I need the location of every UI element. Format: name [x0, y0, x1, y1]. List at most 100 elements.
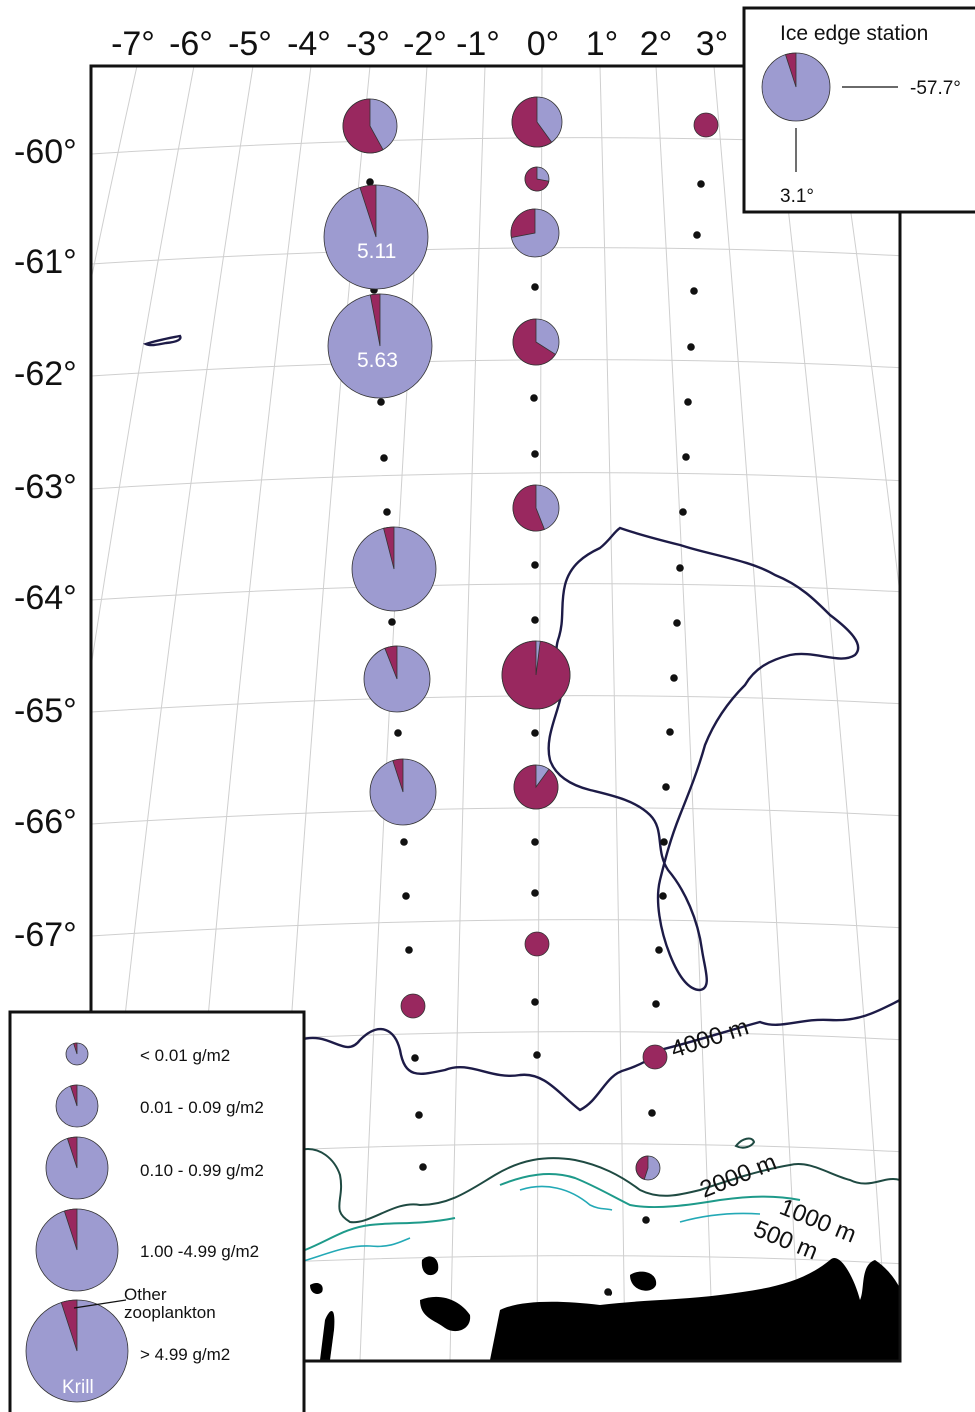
station-pie [351, 526, 437, 612]
pie-other-slice [66, 1136, 78, 1169]
inset-lat-value: -57.7° [910, 78, 961, 99]
longitude-tick-label: -3° [346, 25, 390, 63]
other-zooplankton-leader [73, 1299, 127, 1309]
station-dot [660, 838, 668, 846]
legend-other-label-1: Other [124, 1285, 167, 1304]
station-pie [513, 764, 559, 810]
map-area: 4000 m 2000 m 1000 m 500 m 5.11 5.63 [91, 66, 900, 1361]
contour-label-4000m: 4000 m [668, 1013, 752, 1063]
legend-krill-label: Krill [62, 1377, 94, 1398]
pie-other-slice [512, 484, 545, 532]
pie-other-slice [524, 166, 550, 192]
legend-class-4: 1.00 -4.99 g/m2 [140, 1242, 259, 1261]
contour-500m [299, 1185, 761, 1263]
station-dot [419, 1163, 427, 1171]
station-dot [531, 889, 539, 897]
station-dot [366, 178, 374, 186]
legend-pie [65, 1042, 89, 1066]
longitude-tick-label: 2° [640, 25, 673, 63]
legend-class-2: 0.01 - 0.09 g/m2 [140, 1098, 264, 1117]
pie-value-label-5-11: 5.11 [357, 240, 396, 263]
station-dot [531, 838, 539, 846]
station-pie [524, 166, 550, 192]
station-dot [394, 729, 402, 737]
legend-pies [25, 1042, 129, 1403]
legend-pie [35, 1208, 119, 1292]
station-dot [533, 1051, 541, 1059]
pie-other-slice [642, 1044, 668, 1070]
parallel-line [91, 472, 900, 490]
station-dot [659, 892, 667, 900]
legend-pie [55, 1084, 99, 1128]
ice-edge-station-inset: Ice edge station -57.7° 3.1° [742, 6, 975, 214]
inset-station-pie [761, 52, 831, 122]
pie-other-slice [512, 318, 556, 366]
station-pie [635, 1155, 661, 1181]
pie-other-slice [510, 208, 536, 238]
size-legend: < 0.01 g/m2 0.01 - 0.09 g/m2 0.10 - 0.99… [8, 1010, 306, 1412]
legend-pie [25, 1299, 129, 1403]
parallel-line [91, 919, 900, 937]
legend-class-5: > 4.99 g/m2 [140, 1345, 230, 1364]
latitude-tick-label: -63° [14, 468, 77, 506]
station-pie [400, 993, 426, 1019]
station-dot [411, 1054, 419, 1062]
station-dot [530, 394, 538, 402]
map-frame [89, 64, 902, 1363]
pie-other-slice [693, 112, 719, 138]
meridian-line [655, 66, 714, 1361]
station-dot [383, 508, 391, 516]
station-dots [366, 178, 705, 1296]
pie-other-slice [73, 1042, 78, 1055]
station-pie [363, 645, 431, 713]
longitude-tick-label: -2° [403, 25, 447, 63]
station-pies [323, 96, 719, 1181]
inset-lon-value: 3.1° [780, 186, 814, 207]
pie-other-slice [383, 526, 395, 570]
station-dot [377, 398, 385, 406]
contour-1000m [304, 1173, 801, 1251]
station-dot [531, 616, 539, 624]
pie-other-slice [513, 764, 559, 810]
legend-class-1: < 0.01 g/m2 [140, 1046, 230, 1065]
station-pie [369, 758, 437, 826]
longitude-labels: -7° -6° -5° -4° -3° -2° -1° 0° 1° 2° 3° [111, 25, 728, 63]
latitude-tick-label: -65° [14, 692, 77, 730]
station-dot [400, 838, 408, 846]
meridian-line [91, 66, 195, 671]
longitude-tick-label: 1° [586, 25, 619, 63]
contour-2000m-ring [734, 1137, 756, 1149]
longitude-tick-label: -7° [111, 25, 155, 63]
station-dot [531, 283, 539, 291]
latitude-tick-label: -61° [14, 243, 77, 281]
parallel-line [91, 807, 900, 825]
station-pie [511, 96, 563, 148]
station-dot [693, 231, 701, 239]
pie-other-slice [63, 1208, 78, 1251]
pie-other-slice [70, 1084, 78, 1107]
longitude-tick-label: -5° [228, 25, 272, 63]
station-pie [524, 931, 550, 957]
station-pie [693, 112, 719, 138]
pie-other-slice [369, 293, 381, 347]
parallel-line [91, 695, 900, 713]
pie-other-slice [511, 96, 553, 148]
pie-other-slice [400, 993, 426, 1019]
station-dot [673, 619, 681, 627]
station-dot [380, 454, 388, 462]
station-pie [342, 98, 398, 154]
station-pie [323, 184, 429, 290]
parallel-line [91, 359, 900, 377]
longitude-tick-label: 0° [527, 25, 560, 63]
station-pie [512, 484, 560, 532]
pie-other-slice [501, 640, 571, 710]
pie-other-slice [60, 1299, 78, 1352]
station-dot [531, 450, 539, 458]
latitude-tick-label: -62° [14, 355, 77, 393]
legend-class-3: 0.10 - 0.99 g/m2 [140, 1161, 264, 1180]
pie-other-slice [635, 1155, 649, 1180]
station-dot [642, 1216, 650, 1224]
station-dot [690, 287, 698, 295]
longitude-tick-label: 3° [696, 25, 729, 63]
